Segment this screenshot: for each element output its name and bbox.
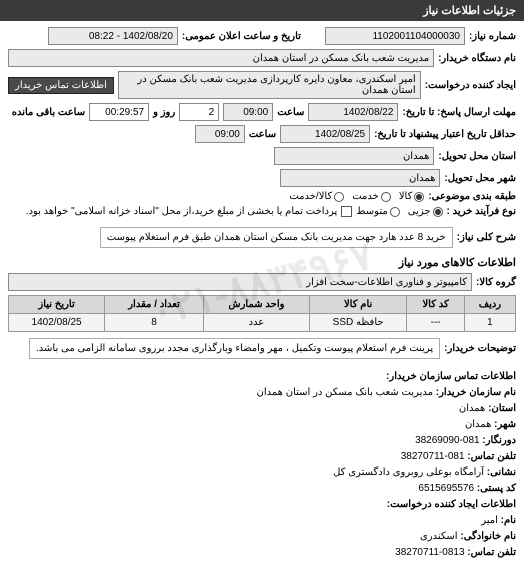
delivery-city-label: شهر محل تحویل: — [444, 173, 516, 184]
province-label: استان: — [488, 403, 516, 414]
content-area: شماره نیاز: 1102001104000030 تاریخ و ساع… — [0, 21, 524, 567]
deadline-label: مهلت ارسال پاسخ: تا تاریخ: — [402, 107, 516, 118]
td-date: 1402/08/25 — [9, 314, 105, 332]
goods-table: ردیف کد کالا نام کالا واحد شمارش تعداد /… — [8, 295, 516, 332]
name-value: امیر — [481, 515, 498, 526]
group-field: کامپیوتر و فناوری اطلاعات-سخت افزار — [8, 273, 472, 291]
lastname-value: اسکندری — [420, 531, 458, 542]
request-no-label: شماره نیاز: — [469, 31, 516, 42]
name-label: نام: — [501, 515, 516, 526]
table-row: 1 --- حافظه SSD عدد 8 1402/08/25 — [9, 314, 516, 332]
goods-section-title: اطلاعات کالاهای مورد نیاز — [8, 256, 516, 269]
postal-value: 6515695576 — [418, 483, 474, 494]
city-value: همدان — [465, 419, 491, 430]
radio-goods[interactable] — [414, 192, 424, 202]
address-value: آرامگاه بوعلی روبروی دادگستری کل — [333, 467, 484, 478]
contact-section: اطلاعات تماس سازمان خریدار: نام سازمان خ… — [8, 369, 516, 561]
delivery-province-label: استان محل تحویل: — [438, 151, 516, 162]
min-validity-time-field: 09:00 — [195, 125, 245, 143]
panel-header: جزئیات اطلاعات نیاز — [0, 0, 524, 21]
radio-service[interactable] — [381, 192, 391, 202]
phone-label: تلفن تماس: — [467, 451, 516, 462]
buyer-org-label: نام دستگاه خریدار: — [438, 53, 516, 64]
min-validity-label: حداقل تاریخ اعتبار پیشنهاد تا تاریخ: — [374, 129, 516, 140]
postal-label: کد پستی: — [477, 483, 516, 494]
radio-medium[interactable] — [390, 207, 400, 217]
announce-field: 1402/08/20 - 08:22 — [48, 27, 178, 45]
days-label: روز و — [153, 107, 175, 118]
fax-value: 081-38269090 — [415, 435, 480, 446]
th-qty: تعداد / مقدار — [105, 296, 204, 314]
treasury-note: پرداخت تمام یا بخشی از مبلغ خرید،از محل … — [26, 206, 338, 217]
announce-label: تاریخ و ساعت اعلان عمومی: — [182, 31, 301, 42]
days-field: 2 — [179, 103, 219, 121]
td-code: --- — [407, 314, 464, 332]
category-radio-group: کالا خدمت کالا/خدمت — [289, 191, 424, 202]
creator-field: امیر اسکندری، معاون دایره کارپردازی مدیر… — [118, 71, 421, 99]
category-label: طبقه بندی موضوعی: — [428, 191, 516, 202]
subject-label: شرح کلی نیاز: — [457, 232, 516, 243]
request-no-field: 1102001104000030 — [325, 27, 465, 45]
min-validity-time-label: ساعت — [249, 129, 276, 140]
purchase-type-group: جزیی متوسط — [356, 206, 442, 217]
group-label: گروه کالا: — [476, 277, 516, 288]
phone2-value: 0813-38270711 — [395, 547, 464, 558]
org-value: مدیریت شعب بانک مسکن در استان همدان — [257, 387, 433, 398]
notes-label: توضیحات خریدار: — [444, 343, 516, 354]
td-qty: 8 — [105, 314, 204, 332]
th-code: کد کالا — [407, 296, 464, 314]
delivery-province-field: همدان — [274, 147, 434, 165]
creator-contact-title: اطلاعات ایجاد کننده درخواست: — [8, 497, 516, 513]
lastname-label: نام خانوادگی: — [460, 531, 516, 542]
td-row: 1 — [464, 314, 515, 332]
radio-both[interactable] — [334, 192, 344, 202]
deadline-time-label: ساعت — [277, 107, 304, 118]
subject-field: خرید 8 عدد هارد جهت مدیریت بانک مسکن است… — [100, 227, 453, 248]
th-unit: واحد شمارش — [203, 296, 309, 314]
radio-service-label: خدمت — [352, 191, 379, 202]
deadline-time-field: 09:00 — [223, 103, 273, 121]
purchase-type-label: نوع فرآیند خرید : — [447, 206, 516, 217]
remaining-time-field: 00:29:57 — [89, 103, 149, 121]
deadline-date-field: 1402/08/22 — [308, 103, 398, 121]
address-label: نشانی: — [487, 467, 516, 478]
province-value: همدان — [459, 403, 485, 414]
radio-minor[interactable] — [433, 207, 443, 217]
phone-value: 081-38270711 — [401, 451, 465, 462]
th-name: نام کالا — [309, 296, 407, 314]
radio-both-label: کالا/خدمت — [289, 191, 332, 202]
td-name: حافظه SSD — [309, 314, 407, 332]
radio-medium-label: متوسط — [356, 206, 387, 217]
th-row: ردیف — [464, 296, 515, 314]
min-validity-date-field: 1402/08/25 — [280, 125, 370, 143]
fax-label: دورنگار: — [482, 435, 516, 446]
td-unit: عدد — [203, 314, 309, 332]
notes-field: پرینت فرم استعلام پیوست وتکمیل ، مهر وام… — [29, 338, 440, 359]
radio-minor-label: جزیی — [408, 206, 431, 217]
creator-label: ایجاد کننده درخواست: — [425, 80, 516, 91]
delivery-city-field: همدان — [280, 169, 440, 187]
remaining-label: ساعت باقی مانده — [12, 107, 85, 118]
th-date: تاریخ نیاز — [9, 296, 105, 314]
contact-title: اطلاعات تماس سازمان خریدار: — [8, 369, 516, 385]
buyer-org-field: مدیریت شعب بانک مسکن در استان همدان — [8, 49, 434, 67]
org-label: نام سازمان خریدار: — [436, 387, 516, 398]
treasury-checkbox[interactable] — [341, 206, 352, 217]
contact-info-button[interactable]: اطلاعات تماس خریدار — [8, 77, 114, 94]
city-label: شهر: — [494, 419, 516, 430]
phone2-label: تلفن تماس: — [467, 547, 516, 558]
radio-goods-label: کالا — [399, 191, 413, 202]
